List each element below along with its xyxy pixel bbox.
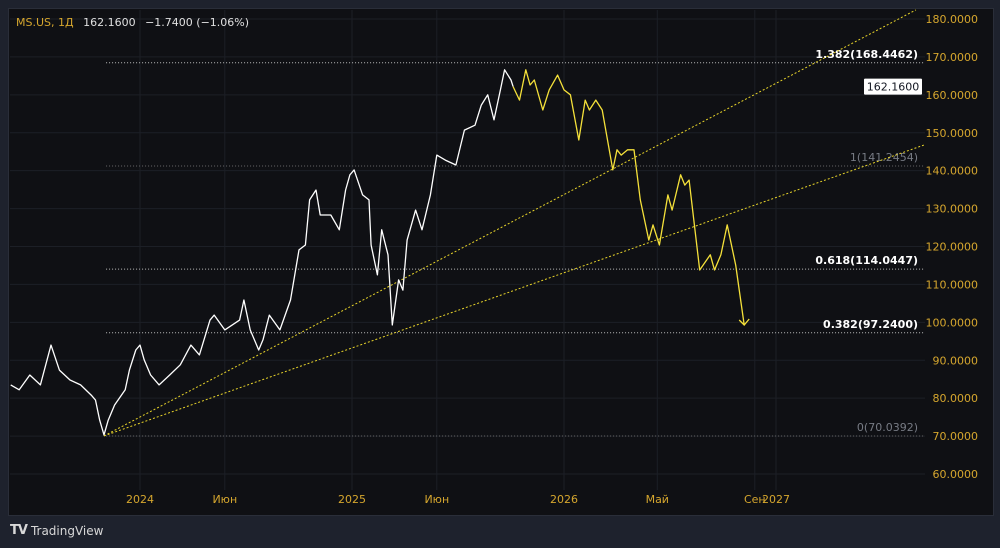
y-tick-label: 130.0000: [926, 203, 979, 216]
fan-line: [103, 144, 925, 437]
x-tick-label: 2026: [550, 493, 578, 506]
tradingview-logo-icon: TV: [10, 523, 28, 538]
x-tick-label: 2024: [126, 493, 154, 506]
last-price-badge: [864, 78, 922, 95]
fib-level-label: 0(70.0392): [857, 421, 918, 434]
tradingview-logo-text: TradingView: [30, 523, 104, 538]
y-tick-label: 170.0000: [926, 51, 979, 64]
tradingview-logo[interactable]: TV TradingView: [10, 523, 103, 538]
y-tick-label: 120.0000: [926, 241, 979, 254]
y-tick-label: 80.0000: [933, 392, 979, 405]
y-tick-label: 150.0000: [926, 127, 979, 140]
last-price: 162.1600: [83, 16, 136, 29]
chart-legend: MS.US, 1Д 162.1600 −1.7400 (−1.06%): [16, 16, 249, 29]
y-tick-label: 60.0000: [933, 468, 979, 481]
y-tick-label: 160.0000: [926, 89, 979, 102]
x-tick-label: Май: [646, 493, 669, 506]
y-tick-label: 180.0000: [926, 13, 979, 26]
symbol-label[interactable]: MS.US, 1Д: [16, 16, 74, 29]
price-change: −1.7400 (−1.06%): [145, 16, 250, 29]
x-tick-label: 2025: [338, 493, 366, 506]
fib-level-label: 0.618(114.0447): [815, 254, 918, 267]
y-tick-label: 90.0000: [933, 354, 979, 367]
projection-line: [512, 69, 745, 326]
fib-level-label: 1.382(168.4462): [815, 48, 918, 61]
x-tick-label: Сен: [744, 493, 766, 506]
price-line: [10, 69, 514, 436]
last-price-badge-label: 162.1600: [867, 81, 920, 94]
y-tick-label: 70.0000: [933, 430, 979, 443]
fib-level-label: 1(141.2454): [850, 151, 918, 164]
y-tick-label: 100.0000: [926, 316, 979, 329]
x-tick-label: Июн: [212, 493, 237, 506]
fib-level-label: 0.382(97.2400): [823, 318, 918, 331]
x-tick-label: Июн: [424, 493, 449, 506]
x-tick-label: 2027: [762, 493, 790, 506]
y-tick-label: 140.0000: [926, 165, 979, 178]
y-tick-label: 110.0000: [926, 278, 979, 291]
arrow-head-icon: [738, 318, 750, 326]
fan-line: [103, 9, 917, 437]
chart-pane[interactable]: [8, 8, 994, 516]
